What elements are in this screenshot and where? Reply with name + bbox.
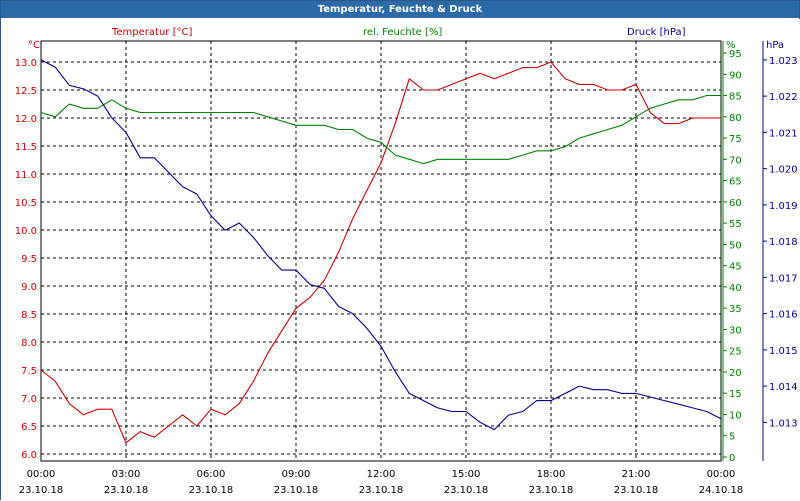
x-tick-date: 23.10.18: [104, 485, 149, 496]
temp-axis-tick: 10.5: [15, 198, 37, 209]
x-tick-date: 23.10.18: [529, 485, 574, 496]
temp-axis-tick: 11.0: [15, 170, 37, 181]
press-axis-tick: 1.021: [769, 128, 798, 139]
press-axis-tick: 1.013: [769, 418, 798, 429]
pressure-line: [40, 59, 722, 431]
press-axis-tick: 1.018: [769, 237, 798, 248]
legend-hum: rel. Feuchte [%]: [363, 27, 442, 38]
temp-axis-tick: 7.0: [21, 394, 37, 405]
press-axis-tick: 1.019: [769, 201, 798, 212]
x-tick-date: 24.10.18: [699, 485, 744, 496]
press-axis-tick: 1.020: [769, 165, 798, 176]
x-tick-date: 23.10.18: [359, 485, 404, 496]
hum-axis-tick: 75: [729, 134, 742, 145]
hum-axis-tick: 70: [729, 155, 742, 166]
x-tick-date: 23.10.18: [189, 485, 234, 496]
legend-press: Druck [hPa]: [627, 27, 686, 38]
hum-axis-tick: 5: [729, 432, 735, 443]
x-tick-date: 23.10.18: [19, 485, 64, 496]
press-axis-tick: 1.023: [769, 56, 798, 67]
x-tick-time: 00:00: [707, 469, 736, 480]
hum-axis-tick: 10: [729, 410, 742, 421]
temp-axis-tick: 9.0: [21, 282, 37, 293]
left-axis-unit: °C: [28, 40, 40, 51]
temp-axis-tick: 12.5: [15, 86, 37, 97]
hum-axis-tick: 20: [729, 368, 742, 379]
hum-axis-tick: 90: [729, 70, 742, 81]
hum-axis-tick: 85: [729, 92, 742, 103]
legend-temp: Temperatur [°C]: [111, 27, 192, 38]
hum-axis-tick: 45: [729, 262, 742, 273]
temp-axis-tick: 7.5: [21, 366, 37, 377]
x-tick-time: 03:00: [112, 469, 141, 480]
x-tick-time: 09:00: [282, 469, 311, 480]
temp-axis-tick: 6.0: [21, 450, 37, 461]
grid: [41, 41, 721, 461]
hum-axis-tick: 50: [729, 240, 742, 251]
press-axis-tick: 1.016: [769, 310, 798, 321]
axes: 00:00 23.10.18 03:00 23.10.18 06:00 23.10.18 0…: [15, 41, 798, 496]
hum-axis-tick: 15: [729, 389, 742, 400]
x-tick-time: 00:00: [27, 469, 56, 480]
x-tick-date: 23.10.18: [274, 485, 319, 496]
temperature-line: [40, 61, 721, 444]
hum-axis-tick: 80: [729, 113, 742, 124]
series-lines: [40, 59, 722, 444]
temp-axis-tick: 13.0: [15, 58, 37, 69]
temp-axis-tick: 8.5: [21, 310, 37, 321]
temp-axis-tick: 11.5: [15, 142, 37, 153]
middle-axis-unit: %: [726, 40, 736, 51]
x-tick-time: 06:00: [197, 469, 226, 480]
hum-axis-tick: 95: [729, 49, 742, 60]
hum-axis-tick: 30: [729, 325, 742, 336]
hum-axis-tick: 60: [729, 198, 742, 209]
x-tick-time: 21:00: [622, 469, 651, 480]
chart-title: Temperatur, Feuchte & Druck: [1, 1, 799, 18]
hum-axis-tick: 25: [729, 347, 742, 358]
right-axis-unit: hPa: [766, 40, 784, 51]
hum-axis-tick: 65: [729, 177, 742, 188]
x-tick-time: 12:00: [367, 469, 396, 480]
temp-axis-tick: 10.0: [15, 226, 37, 237]
temp-axis-tick: 9.5: [21, 254, 37, 265]
x-tick-time: 15:00: [452, 469, 481, 480]
press-axis-tick: 1.014: [769, 382, 798, 393]
temp-axis-tick: 6.5: [21, 422, 37, 433]
press-axis-tick: 1.022: [769, 92, 798, 103]
hum-axis-tick: 35: [729, 304, 742, 315]
hum-axis-tick: 55: [729, 219, 742, 230]
x-tick-time: 18:00: [537, 469, 566, 480]
temp-axis-tick: 8.0: [21, 338, 37, 349]
hum-axis-tick: 0: [729, 453, 735, 464]
press-axis-tick: 1.017: [769, 273, 798, 284]
x-tick-date: 23.10.18: [614, 485, 659, 496]
temp-axis-tick: 12.0: [15, 114, 37, 125]
humidity-line: [40, 94, 721, 165]
x-tick-date: 23.10.18: [444, 485, 489, 496]
press-axis-tick: 1.015: [769, 346, 798, 357]
hum-axis-tick: 40: [729, 283, 742, 294]
